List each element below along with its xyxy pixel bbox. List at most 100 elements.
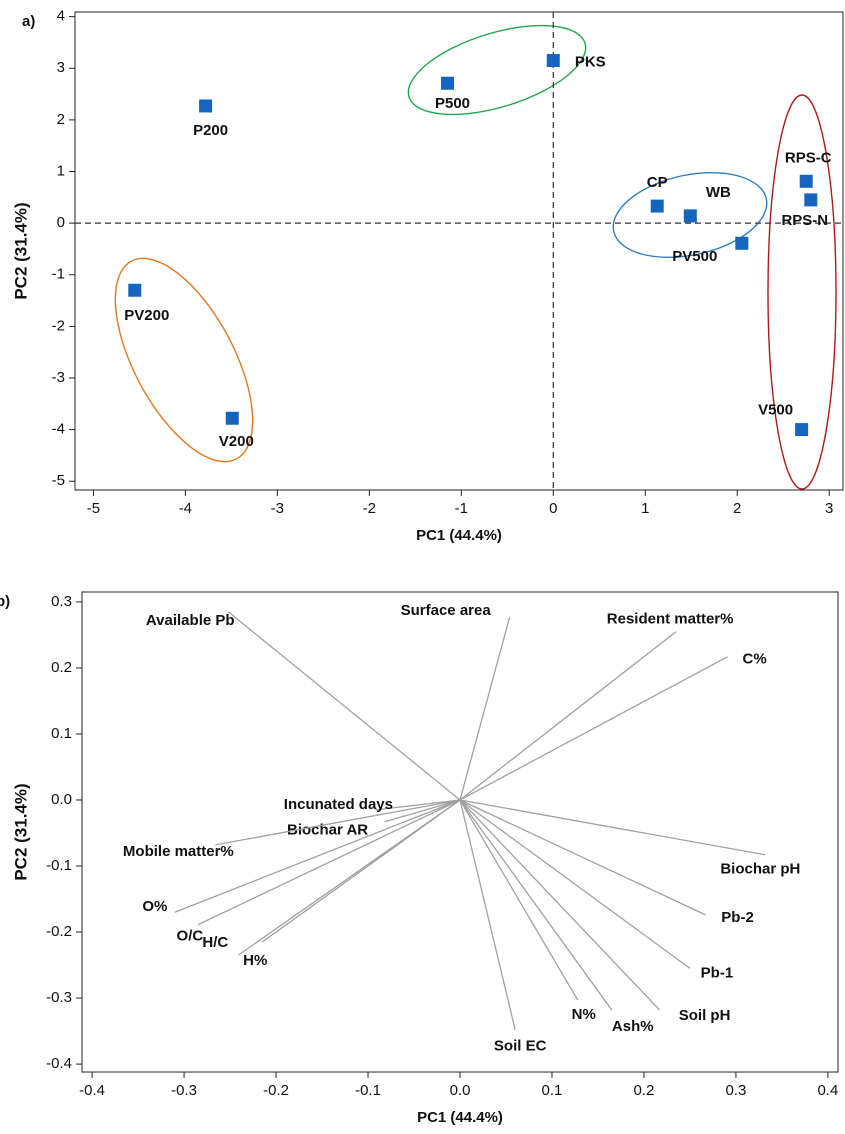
y-tick-label: 0.0 (51, 791, 72, 808)
x-tick-label: -1 (455, 500, 468, 517)
loading-vector (174, 799, 461, 913)
cluster-ellipse (767, 94, 837, 490)
loading-vector (227, 611, 461, 801)
y-tick-label: 0.3 (51, 593, 72, 610)
vector-label: C% (743, 651, 767, 668)
y-tick-label: -2 (52, 317, 65, 334)
point (683, 209, 697, 223)
point (795, 423, 809, 437)
point-label: PKS (575, 53, 606, 70)
y-tick-label: -1 (52, 266, 65, 283)
vector-label: Surface area (401, 602, 492, 619)
loading-vector (459, 799, 613, 1011)
x-tick-label: -2 (363, 500, 376, 517)
x-axis-label: PC1 (44.4%) (417, 1109, 503, 1126)
vector-label: O/C (177, 928, 204, 945)
y-axis-label: PC2 (31.4%) (11, 783, 30, 880)
y-tick-label: -0.1 (46, 857, 72, 874)
loading-vector (197, 799, 461, 926)
loading-vector (459, 656, 728, 801)
point (650, 199, 664, 213)
cluster-ellipse (114, 257, 254, 463)
vector-label: H/C (202, 934, 228, 951)
y-tick-label: 1 (57, 162, 65, 179)
cluster-outlines (114, 24, 837, 490)
y-tick-label: 3 (57, 59, 65, 76)
point (199, 99, 213, 113)
x-tick-label: -4 (179, 500, 192, 517)
x-tick-label: 0.4 (817, 1082, 838, 1099)
loading-vector (375, 799, 461, 811)
x-tick-label: 3 (825, 500, 833, 517)
point (804, 193, 818, 207)
vector-label: O% (142, 898, 167, 915)
point-label: RPS-C (785, 149, 832, 166)
point (225, 411, 239, 425)
vector-label: Biochar AR (287, 822, 368, 839)
x-tick-label: 0.1 (542, 1082, 563, 1099)
point-label: V500 (758, 402, 793, 419)
x-tick-label: 0.2 (634, 1082, 655, 1099)
plot-frame (81, 591, 839, 1073)
point (546, 54, 560, 68)
point-label: P200 (193, 122, 228, 139)
point-label: V200 (219, 433, 254, 450)
point-label: P500 (435, 95, 470, 112)
loading-vector (459, 799, 766, 856)
x-tick-label: -0.2 (263, 1082, 289, 1099)
y-axis-label: PC2 (31.4%) (11, 202, 30, 299)
y-tick-label: 0.1 (51, 725, 72, 742)
x-axis-label: PC1 (44.4%) (416, 527, 502, 544)
panel-label: a) (22, 13, 35, 30)
vector-label: Soil pH (679, 1007, 731, 1024)
vector-label: Biochar pH (720, 861, 800, 878)
point-label: WB (706, 184, 731, 201)
loading-vector (261, 799, 461, 943)
vector-label: Pb-2 (721, 909, 754, 926)
vector-label: N% (572, 1006, 596, 1023)
x-tick-label: 2 (733, 500, 741, 517)
y-tick-label: -0.2 (46, 923, 72, 940)
plot-frame (74, 11, 844, 491)
vector-label: Pb-1 (701, 964, 734, 981)
x-tick-label: 1 (641, 500, 649, 517)
y-tick-label: 0 (57, 214, 65, 231)
x-tick-label: -0.1 (355, 1082, 381, 1099)
vector-label: Mobile matter% (123, 843, 234, 860)
cluster-ellipse (612, 171, 768, 259)
loading-vector (459, 799, 706, 916)
x-tick-label: 0.0 (450, 1082, 471, 1099)
y-tick-label: -4 (52, 421, 65, 438)
x-tick-label: -0.4 (79, 1082, 105, 1099)
vector-label: Soil EC (494, 1038, 547, 1055)
point (735, 236, 749, 250)
point (799, 174, 813, 188)
y-tick-label: -3 (52, 369, 65, 386)
cluster-ellipse (407, 24, 587, 116)
loading-vector (459, 616, 511, 801)
loading-vector (459, 799, 661, 1011)
x-tick-label: 0 (549, 500, 557, 517)
x-tick-label: 0.3 (725, 1082, 746, 1099)
loading-vector (459, 799, 579, 1001)
panel-label: b) (0, 593, 10, 610)
y-tick-label: -0.4 (46, 1055, 72, 1072)
y-tick-label: -5 (52, 472, 65, 489)
vector-label: Resident matter% (607, 611, 734, 628)
y-tick-label: -0.3 (46, 989, 72, 1006)
loading-vector (384, 799, 461, 823)
point (441, 76, 455, 90)
y-tick-label: 4 (57, 8, 65, 25)
x-tick-label: -0.3 (171, 1082, 197, 1099)
vector-label: Ash% (612, 1018, 654, 1035)
vector-label: Incunated days (284, 796, 393, 813)
point-label: CP (647, 174, 668, 191)
x-tick-label: -5 (87, 500, 100, 517)
vector-label: H% (243, 952, 267, 969)
x-tick-label: -3 (271, 500, 284, 517)
y-tick-label: 0.2 (51, 659, 72, 676)
loading-vector (459, 799, 691, 969)
loading-vector (215, 799, 461, 846)
point-label: PV500 (672, 248, 717, 265)
